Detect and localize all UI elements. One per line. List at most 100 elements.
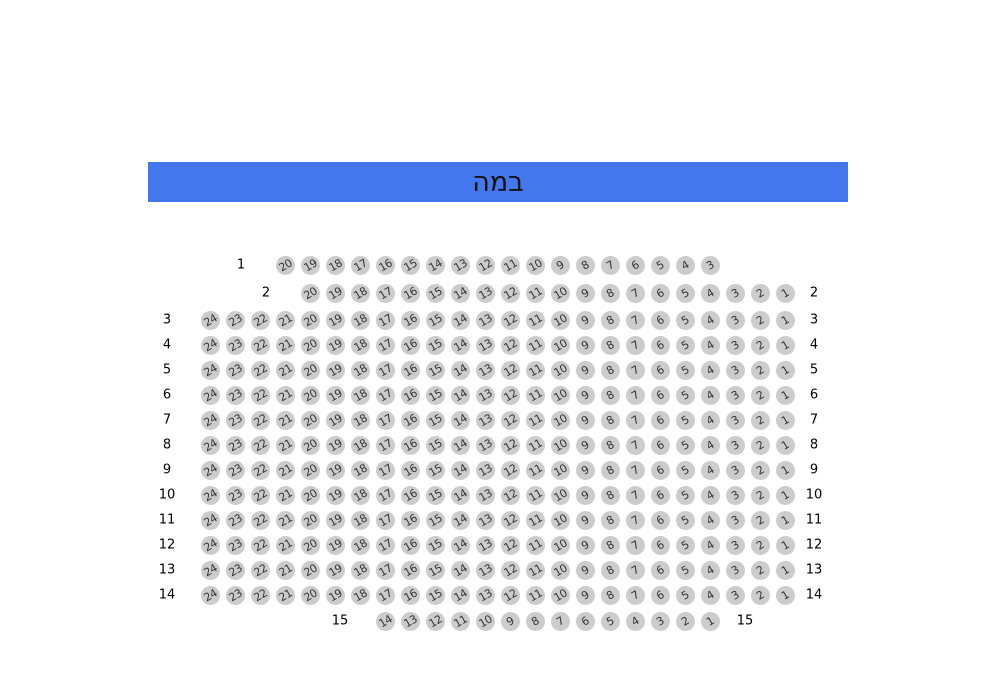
seat[interactable]: 15: [425, 283, 445, 303]
seat[interactable]: 12: [500, 435, 520, 455]
seat[interactable]: 11: [525, 560, 545, 580]
seat[interactable]: 14: [450, 510, 470, 530]
seat[interactable]: 23: [225, 510, 245, 530]
seat[interactable]: 16: [400, 460, 420, 480]
seat[interactable]: 9: [575, 535, 595, 555]
seat[interactable]: 18: [350, 485, 370, 505]
seat[interactable]: 5: [675, 335, 695, 355]
seat[interactable]: 1: [775, 560, 795, 580]
seat[interactable]: 5: [675, 510, 695, 530]
seat[interactable]: 6: [650, 510, 670, 530]
seat[interactable]: 9: [575, 360, 595, 380]
seat[interactable]: 4: [700, 360, 720, 380]
seat[interactable]: 5: [675, 360, 695, 380]
seat[interactable]: 4: [700, 310, 720, 330]
seat[interactable]: 8: [575, 255, 595, 275]
seat[interactable]: 1: [775, 460, 795, 480]
seat[interactable]: 9: [575, 460, 595, 480]
seat[interactable]: 19: [325, 485, 345, 505]
seat[interactable]: 10: [550, 385, 570, 405]
seat[interactable]: 18: [350, 310, 370, 330]
seat[interactable]: 19: [325, 385, 345, 405]
seat[interactable]: 10: [550, 283, 570, 303]
seat[interactable]: 17: [375, 360, 395, 380]
seat[interactable]: 16: [400, 410, 420, 430]
seat[interactable]: 13: [475, 335, 495, 355]
seat[interactable]: 24: [200, 310, 220, 330]
seat[interactable]: 17: [375, 410, 395, 430]
seat[interactable]: 8: [600, 335, 620, 355]
seat[interactable]: 2: [750, 385, 770, 405]
seat[interactable]: 8: [600, 410, 620, 430]
seat[interactable]: 10: [475, 611, 495, 631]
seat[interactable]: 3: [725, 460, 745, 480]
seat[interactable]: 16: [375, 255, 395, 275]
seat[interactable]: 2: [750, 283, 770, 303]
seat[interactable]: 1: [700, 611, 720, 631]
seat[interactable]: 20: [300, 335, 320, 355]
seat[interactable]: 21: [275, 460, 295, 480]
seat[interactable]: 12: [500, 535, 520, 555]
seat[interactable]: 3: [725, 560, 745, 580]
seat[interactable]: 6: [650, 485, 670, 505]
seat[interactable]: 13: [475, 283, 495, 303]
seat[interactable]: 19: [325, 360, 345, 380]
seat[interactable]: 8: [600, 385, 620, 405]
seat[interactable]: 13: [475, 310, 495, 330]
seat[interactable]: 17: [375, 485, 395, 505]
seat[interactable]: 23: [225, 410, 245, 430]
seat[interactable]: 4: [675, 255, 695, 275]
seat[interactable]: 13: [475, 360, 495, 380]
seat[interactable]: 18: [350, 535, 370, 555]
seat[interactable]: 20: [300, 485, 320, 505]
seat[interactable]: 22: [250, 310, 270, 330]
seat[interactable]: 10: [550, 310, 570, 330]
seat[interactable]: 17: [375, 435, 395, 455]
seat[interactable]: 9: [575, 310, 595, 330]
seat[interactable]: 7: [625, 585, 645, 605]
seat[interactable]: 15: [425, 460, 445, 480]
seat[interactable]: 11: [525, 335, 545, 355]
seat[interactable]: 21: [275, 310, 295, 330]
seat[interactable]: 15: [425, 410, 445, 430]
seat[interactable]: 5: [650, 255, 670, 275]
seat[interactable]: 22: [250, 485, 270, 505]
seat[interactable]: 5: [675, 435, 695, 455]
seat[interactable]: 14: [450, 435, 470, 455]
seat[interactable]: 11: [450, 611, 470, 631]
seat[interactable]: 16: [400, 385, 420, 405]
seat[interactable]: 9: [500, 611, 520, 631]
seat[interactable]: 7: [625, 335, 645, 355]
seat[interactable]: 3: [725, 310, 745, 330]
seat[interactable]: 3: [725, 435, 745, 455]
seat[interactable]: 12: [500, 485, 520, 505]
seat[interactable]: 6: [650, 310, 670, 330]
seat[interactable]: 15: [425, 560, 445, 580]
seat[interactable]: 5: [675, 410, 695, 430]
seat[interactable]: 20: [300, 360, 320, 380]
seat[interactable]: 3: [725, 360, 745, 380]
seat[interactable]: 20: [300, 585, 320, 605]
seat[interactable]: 3: [725, 485, 745, 505]
seat[interactable]: 9: [575, 435, 595, 455]
seat[interactable]: 13: [475, 435, 495, 455]
seat[interactable]: 18: [350, 385, 370, 405]
seat[interactable]: 12: [500, 360, 520, 380]
seat[interactable]: 15: [425, 435, 445, 455]
seat[interactable]: 23: [225, 435, 245, 455]
seat[interactable]: 17: [375, 385, 395, 405]
seat[interactable]: 3: [725, 585, 745, 605]
seat[interactable]: 14: [450, 535, 470, 555]
seat[interactable]: 13: [475, 510, 495, 530]
seat[interactable]: 7: [625, 410, 645, 430]
seat[interactable]: 6: [650, 535, 670, 555]
seat[interactable]: 3: [725, 535, 745, 555]
seat[interactable]: 14: [450, 410, 470, 430]
seat[interactable]: 12: [425, 611, 445, 631]
seat[interactable]: 4: [700, 485, 720, 505]
seat[interactable]: 6: [650, 360, 670, 380]
seat[interactable]: 24: [200, 560, 220, 580]
seat[interactable]: 3: [725, 283, 745, 303]
seat[interactable]: 2: [750, 435, 770, 455]
seat[interactable]: 2: [750, 485, 770, 505]
